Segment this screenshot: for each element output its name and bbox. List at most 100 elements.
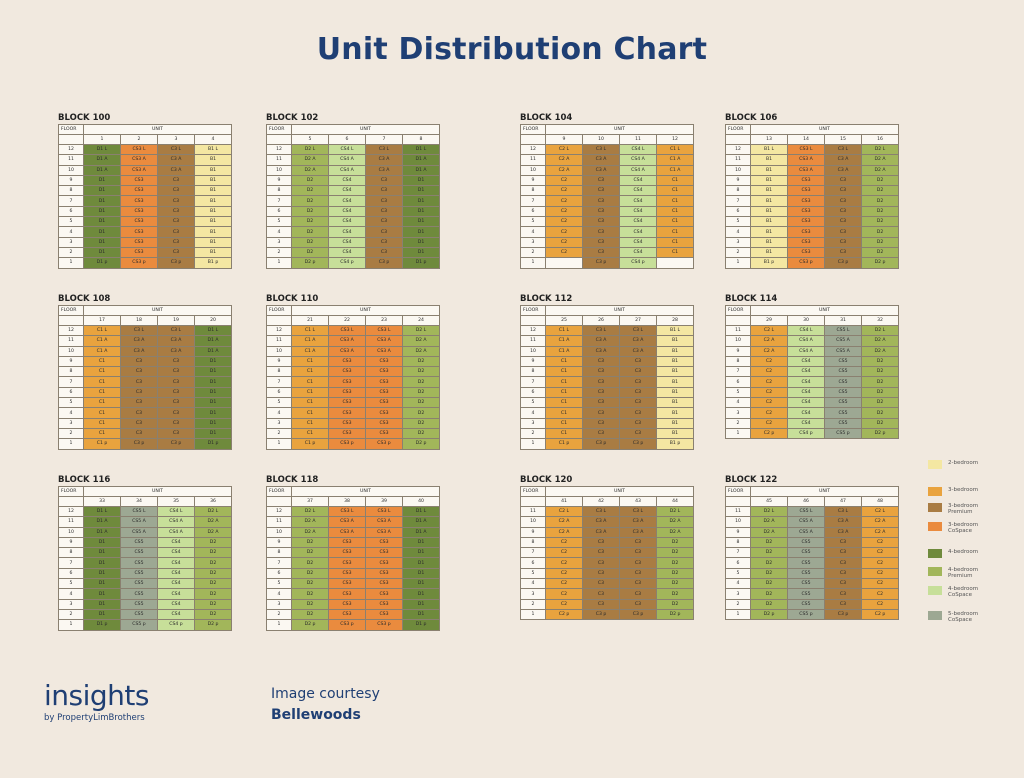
unit-cell: D1 [83,205,121,218]
unit-cell: C3 p [582,438,620,450]
floor-row: 8 C2 C3 CS4 C1 [520,185,695,197]
floor-row: 8 D2 CS5 C3 C2 [725,536,900,549]
unit-number-row: 9 10 11 12 [520,134,695,145]
unit-cell: D1 A [83,516,121,528]
unit-cell: D2 p [291,257,329,269]
floor-row: 12 D1 L CS3 L C3 L B1 L [58,143,233,156]
unit-number: 3 [157,134,195,145]
unit-cell: C3 [582,205,620,218]
unit-cell: CS3 p [120,257,158,269]
unit-cell: C3 [619,536,657,549]
floor-row: 1 C1 p C3 p C3 p D1 p [58,438,233,450]
floor-row: 1 D2 p CS4 p C3 p D1 p [266,257,441,269]
unit-cell: D2 [291,195,329,207]
floor-row: 11 C1 A C3 A C3 A B1 [520,335,695,347]
block-title: BLOCK 110 [266,294,319,304]
unit-cell: C2 [750,376,788,388]
unit-cell: C2 [750,407,788,419]
unit-cell: CS4 [787,397,825,409]
unit-cell: C3 [582,355,620,368]
floor-row: 12 D1 L CS5 L CS4 L D2 L [58,505,233,518]
unit-cell: C2 [545,226,583,238]
block-102: BLOCK 102 FLOOR UNIT 5 6 7 8 12 D2 L CS4 L C3 L D1 … [266,113,441,269]
floor-number: 6 [58,205,84,218]
unit-number: 34 [120,496,158,507]
unit-number: 9 [545,134,583,145]
legend-label: 4-bedroom Premium [948,567,979,579]
unit-cell: D2 [401,386,441,399]
unit-cell: C3 A [824,526,862,538]
unit-cell: CS5 [787,588,825,600]
floor-number: 3 [266,236,292,248]
unit-cell: D2 A [401,335,441,347]
unit-number-row: 45 46 47 48 [725,496,900,507]
unit-table: FLOOR UNIT 1 2 3 4 12 D1 L CS3 L C3 L B1 L 11 D1 A CS… [58,124,233,269]
unit-cell: D2 [401,366,441,378]
unit-cell: CS4 [619,185,657,197]
unit-cell: CS4 A [619,164,657,176]
unit-number: 35 [157,496,195,507]
floor-row: 7 C1 C3 C3 B1 [520,376,695,388]
unit-cell: C2 [545,598,583,610]
floor-row: 7 D1 CS5 CS4 D2 [58,557,233,569]
unit-cell: CS5 [824,366,862,378]
unit-number: 14 [787,134,825,145]
unit-cell: CS3 [365,567,403,580]
floor-number: 9 [725,345,751,357]
unit-number: 37 [291,496,329,507]
floor-row: 9 C1 C3 C3 D1 [58,355,233,368]
unit-cell: CS4 [619,205,657,218]
unit-cell: C2 L [860,505,900,518]
unit-cell: C2 A [545,526,583,538]
unit-cell: C1 [83,417,121,429]
floor-number: 3 [520,588,546,600]
blank-cell [520,134,546,145]
floor-number: 11 [266,335,292,347]
unit-cell: D1 [193,407,233,419]
unit-cell: C2 A [750,335,788,347]
floor-number: 6 [266,567,292,580]
unit-number: 38 [328,496,366,507]
floor-row: 5 D1 CS3 C3 B1 [58,216,233,228]
unit-cell: C3 [157,226,195,238]
floor-number: 11 [520,154,546,166]
unit-cell: D1 p [401,257,441,269]
unit-cell: D2 L [291,143,329,156]
unit-cell: C1 p [291,438,329,450]
table-header-row: FLOOR UNIT [725,124,900,135]
unit-number-row: 29 30 31 32 [725,315,900,326]
unit-number: 28 [655,315,695,326]
unit-cell: D2 L [193,505,233,518]
unit-header: UNIT [544,124,695,135]
floor-row: 12 C1 L CS3 L CS3 L D2 L [266,324,441,337]
unit-cell: C2 [545,205,583,218]
unit-cell: C2 p [750,427,788,440]
floor-row: 6 C2 C3 C3 D2 [520,557,695,569]
unit-cell: C3 [619,386,657,399]
unit-cell: C2 p [545,608,583,621]
unit-cell: D2 [291,547,329,559]
unit-cell: D2 [860,417,900,429]
unit-cell: D2 [193,557,233,569]
blank-cell [58,496,84,507]
unit-cell: D2 A [655,526,695,538]
unit-cell: D1 [83,226,121,238]
unit-header: UNIT [82,124,233,135]
unit-cell: C3 [582,427,620,440]
unit-cell: C3 [824,578,862,590]
unit-cell: D1 [83,195,121,207]
unit-cell: B1 [193,195,233,207]
unit-cell: CS3 [787,195,825,207]
floor-row: 7 D2 CS3 CS3 D1 [266,557,441,569]
unit-cell: CS3 [328,427,366,440]
unit-cell: CS5 [824,386,862,399]
unit-cell: CS3 [120,246,158,259]
floor-row: 5 C1 CS3 CS3 D2 [266,397,441,409]
unit-cell: C3 [824,547,862,559]
floor-number: 1 [725,257,751,269]
floor-row: 4 D2 CS3 CS3 D1 [266,588,441,600]
floor-number: 10 [520,516,546,528]
unit-cell: D2 L [860,143,900,156]
floor-number: 11 [520,335,546,347]
floor-number: 12 [58,505,84,518]
